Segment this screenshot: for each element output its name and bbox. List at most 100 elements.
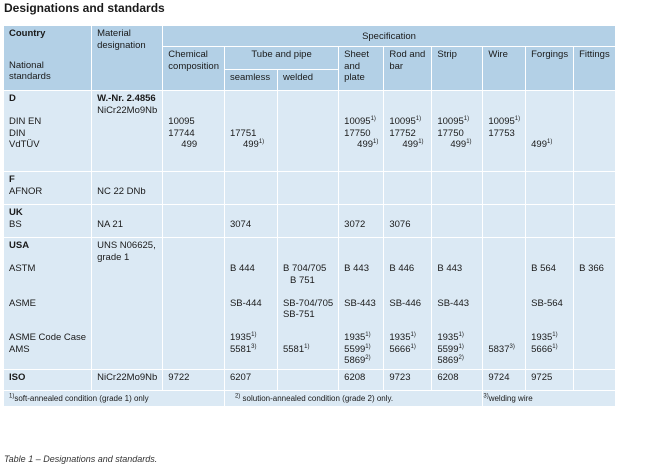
rod-cell: B 446 SB-446 19351) 56661) — [384, 238, 432, 369]
footnote-mark: 1) — [410, 343, 416, 350]
country-label: UK — [9, 207, 23, 218]
cell-value: 5666 — [531, 343, 553, 355]
cell-value: 499 — [450, 139, 467, 150]
header-sheet-and-plate: Sheet and plate — [339, 47, 384, 90]
header-strip: Strip — [432, 47, 483, 90]
cell-value: 1935 — [437, 332, 459, 343]
header-material-designation: Material designation — [92, 26, 163, 90]
cell-value: SB-564 — [531, 297, 563, 309]
header-country-cell: Country National standards — [4, 26, 92, 90]
cell-value: 9723 — [384, 369, 432, 390]
footnote-1: 1)soft-annealed condition (grade 1) only — [4, 390, 224, 406]
footnote-mark: 1) — [418, 138, 424, 145]
seamless-cell: 17751 4991) — [224, 91, 277, 171]
footnote-mark: 1) — [552, 343, 558, 350]
cell-value: 17750 — [344, 127, 371, 139]
cell-value: 10095 — [389, 116, 416, 127]
footnote-mark: 1) — [458, 331, 464, 338]
footnote-mark: 3) — [251, 343, 257, 350]
cell-value: 1935 — [229, 332, 252, 343]
cell-value: 10095 — [437, 116, 464, 127]
footnote-mark: 1) — [415, 115, 422, 122]
material-value: UNS N06625, — [97, 240, 156, 251]
cell-value: 5666 — [389, 343, 411, 355]
header-country: Country — [9, 28, 46, 39]
cell-value: SB-751 — [282, 309, 315, 320]
footnote-mark: 1) — [365, 343, 371, 350]
table-row: D DIN EN DIN VdTÜV W.-Nr. 2.4856 NiCr22M… — [4, 91, 615, 171]
standard-label: DIN EN — [9, 116, 42, 127]
cell-value: B 443 — [344, 263, 369, 274]
cell-value: B 444 — [229, 263, 255, 274]
material-value: grade 1 — [97, 251, 130, 263]
footnote-text: welding wire — [488, 393, 533, 403]
material-cell: W.-Nr. 2.4856 NiCr22Mo9Nb — [92, 91, 163, 171]
footnote-mark: 1) — [546, 138, 553, 145]
footnote-mark: 1) — [365, 331, 371, 338]
standard-label: AMS — [9, 343, 30, 355]
header-tube-and-pipe: Tube and pipe — [224, 47, 339, 69]
cell-value: SB-443 — [437, 297, 470, 309]
material-value: NC 22 DNb — [97, 185, 146, 197]
forgings-cell: 4991) — [526, 91, 574, 171]
cell-value: 17751 — [229, 127, 257, 139]
standard-label: ASME Code Case — [9, 332, 87, 343]
standard-label: ASME — [9, 297, 36, 309]
cell-value: 5837 — [488, 343, 510, 355]
wire-cell: 100951) 17753 — [483, 91, 526, 171]
cell-value: B 443 — [437, 263, 463, 274]
footnote-mark: 1) — [373, 138, 379, 145]
cell-value: SB-704/705 — [282, 297, 334, 309]
cell-value: 17744 — [168, 127, 195, 139]
cell-value: 499 — [181, 139, 198, 150]
footnote-mark: 1) — [251, 331, 257, 338]
footnote-mark: 3) — [483, 392, 489, 399]
cell-value: 5581 — [282, 343, 305, 355]
sheet-cell: B 443 SB-443 19351) 55991) 58692) — [339, 238, 384, 369]
footnote-mark: 1) — [9, 392, 15, 399]
cell-value: 1935 — [389, 332, 411, 343]
country-cell: UK BS — [4, 205, 92, 237]
header-forgings: Forgings — [526, 47, 574, 90]
cell-value: SB-443 — [344, 297, 376, 309]
country-cell: F AFNOR — [4, 172, 92, 204]
header-chemical-composition: Chemical composition — [163, 47, 224, 90]
cell-value: 10095 — [168, 116, 195, 127]
chem-cell — [163, 238, 224, 369]
header-wire: Wire — [483, 47, 526, 90]
designations-table: Country National standards Material desi… — [3, 25, 616, 407]
cell-value: 17752 — [389, 127, 416, 139]
cell-value: 5869 — [344, 355, 366, 366]
header-rod-and-bar: Rod and bar — [384, 47, 432, 90]
footnote-row: 1)soft-annealed condition (grade 1) only… — [4, 390, 615, 406]
footnote-2: 2) solution-annealed condition (grade 2)… — [224, 390, 483, 406]
forgings-cell: B 564 SB-564 19351) 56661) — [526, 238, 574, 369]
material-value: NiCr22Mo9Nb — [92, 369, 163, 390]
standard-label: BS — [9, 218, 22, 230]
welded-cell: B 704/705 B 751 SB-704/705 SB-751 55811) — [277, 238, 339, 369]
cell-value: 3074 — [229, 218, 252, 230]
standard-label: AFNOR — [9, 185, 43, 197]
seamless-cell: B 444 SB-444 19351) 55813) — [224, 238, 277, 369]
footnote-text: solution-annealed condition (grade 2) on… — [240, 393, 394, 403]
cell-value: 17750 — [437, 127, 464, 139]
cell-value: 5599 — [344, 343, 366, 355]
footnote-mark: 1) — [258, 138, 265, 145]
cell-value: B 366 — [579, 263, 604, 274]
footnote-text: soft-annealed condition (grade 1) only — [14, 393, 149, 403]
cell-value: 5869 — [437, 355, 459, 366]
header-welded: welded — [277, 70, 339, 90]
material-value: NiCr22Mo9Nb — [97, 104, 158, 116]
welded-cell — [277, 91, 339, 171]
cell-value: SB-446 — [389, 297, 422, 309]
wire-cell: 58373) — [483, 238, 526, 369]
table-caption: Table 1 – Designations and standards. — [4, 454, 158, 464]
cell-value: 6208 — [432, 369, 483, 390]
rod-cell: 100951) 17752 4991) — [384, 91, 432, 171]
footnote-mark: 2) — [458, 354, 464, 361]
cell-value: 499 — [402, 139, 419, 150]
country-cell: USA ASTM ASME ASME Code Case AMS — [4, 238, 92, 369]
cell-value: SB-444 — [229, 297, 262, 309]
material-cell: NA 21 — [92, 205, 163, 237]
footnote-3: 3)welding wire — [483, 390, 615, 406]
